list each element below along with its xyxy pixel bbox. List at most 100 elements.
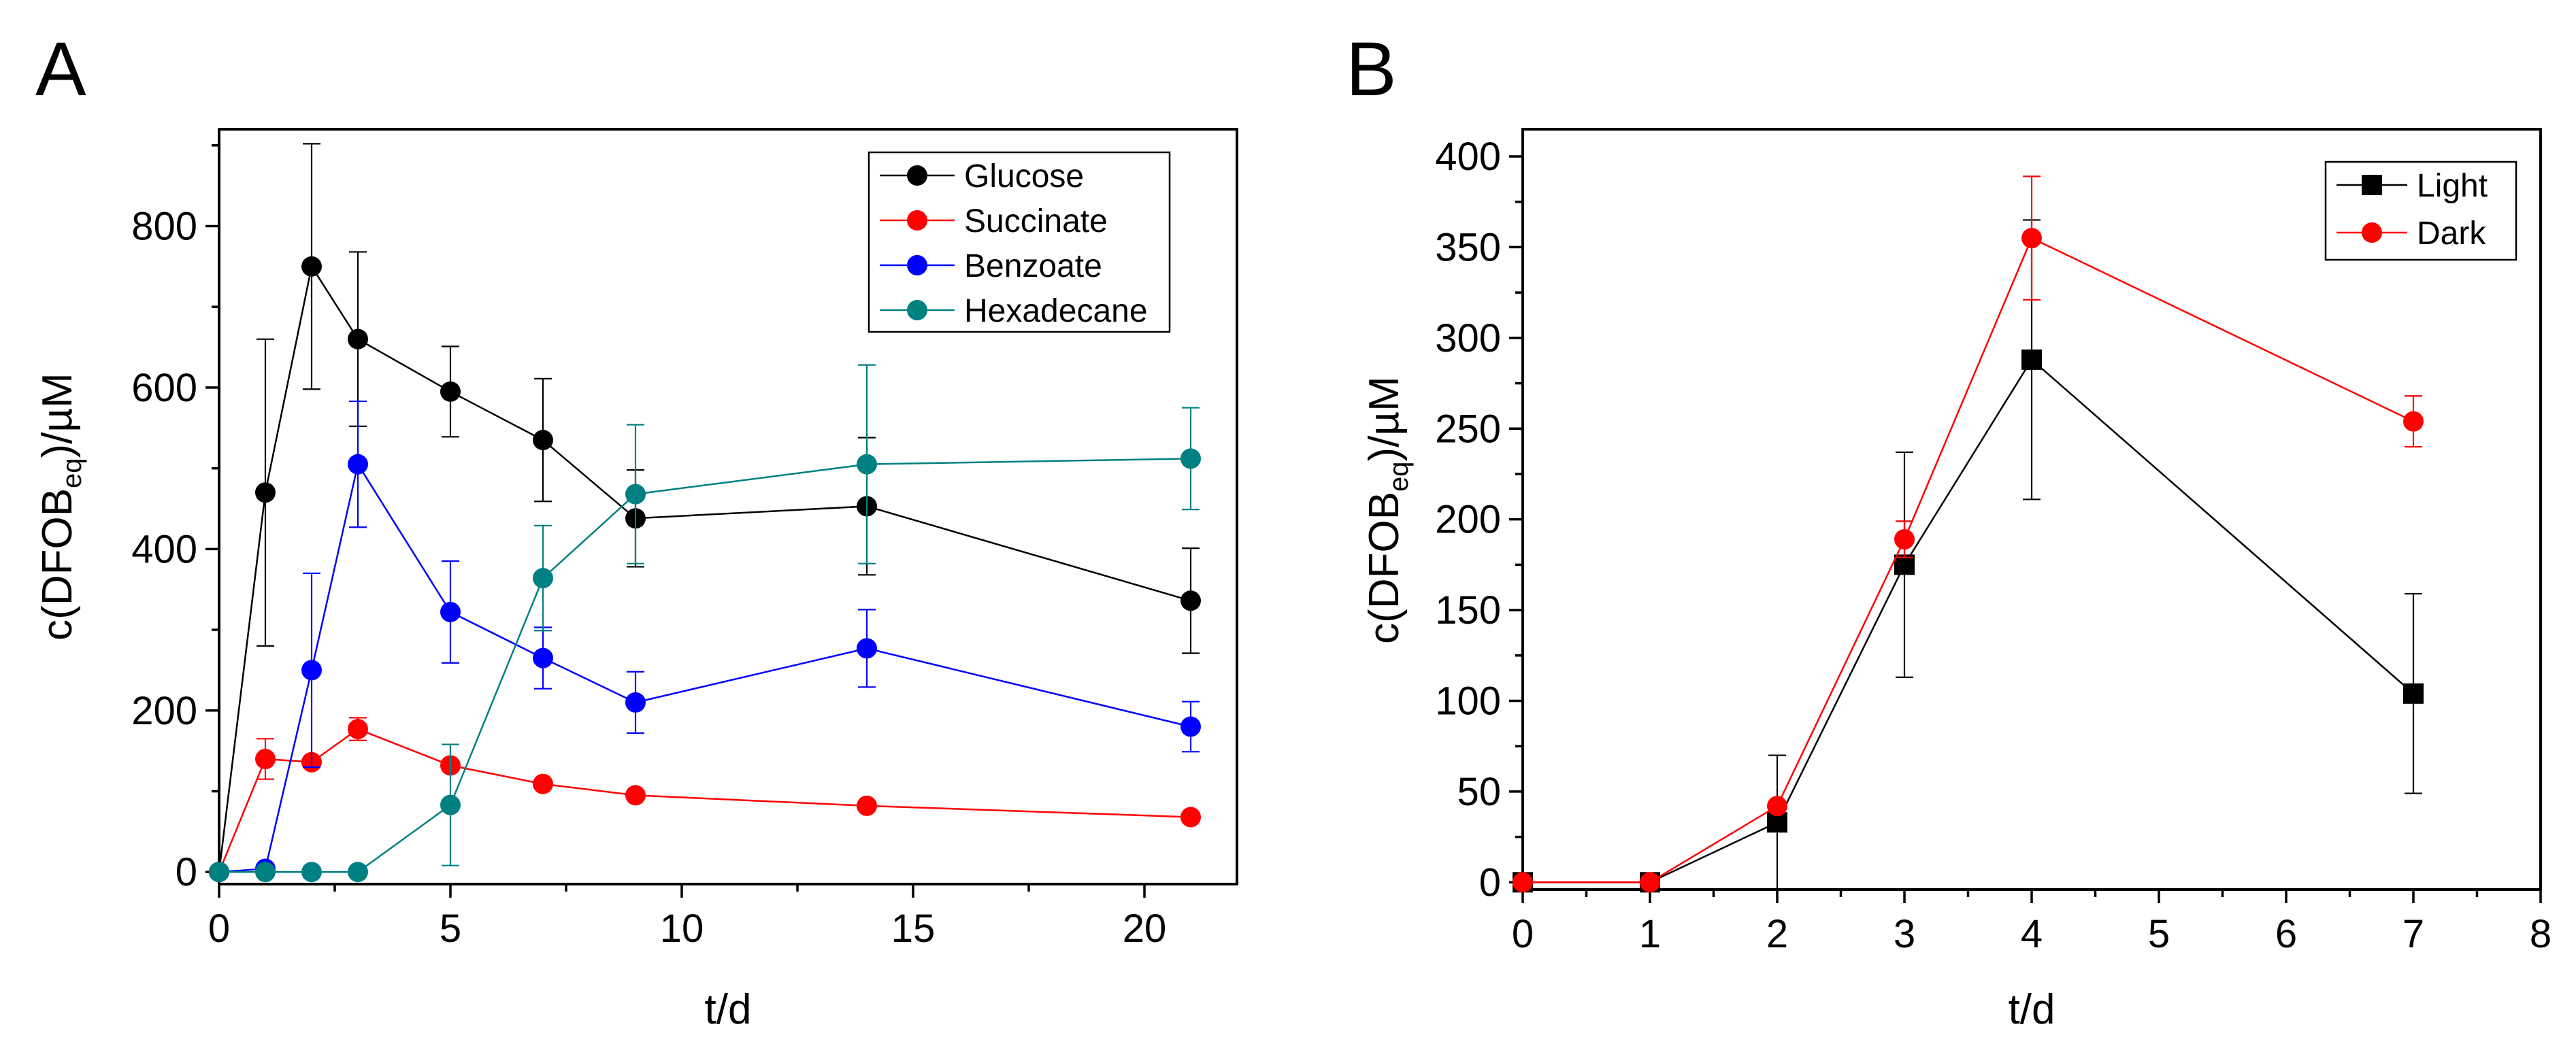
succinate-point: [625, 785, 646, 806]
glucose-point: [255, 482, 276, 503]
panel-b: B 0 1 2 3 4 5 6 7 8 0 50 100 150 200 250 300 350 400 t/d…: [1346, 27, 2552, 1033]
benzoate-point: [301, 660, 322, 681]
panel-a-plot-frame: [218, 128, 1238, 885]
panel-b-series-light: [1513, 219, 2424, 893]
panel-b-y-tick-label: 350: [1435, 225, 1501, 269]
legend-hexadecane-marker: [907, 300, 927, 320]
panel-b-x-tick-label: 4: [2021, 912, 2043, 956]
panel-a-x-label: t/d: [705, 986, 752, 1033]
light-point: [2403, 683, 2424, 704]
hexadecane-point: [857, 454, 877, 475]
panel-b-legend: Light Dark: [2324, 160, 2517, 261]
glucose-point: [301, 256, 322, 277]
panel-b-y-tick-label: 300: [1435, 316, 1501, 360]
hexadecane-point: [1180, 448, 1201, 469]
hexadecane-point: [209, 862, 229, 883]
hexadecane-point: [301, 862, 322, 883]
panel-a-series: [209, 143, 1201, 883]
legend-benzoate-label: Benzoate: [964, 248, 1102, 284]
benzoate-point: [625, 692, 646, 713]
legend-glucose-marker: [907, 165, 927, 186]
glucose-point: [348, 328, 368, 350]
panel-a-y-axis: 0 200 400 600 800: [131, 143, 219, 894]
hexadecane-point: [348, 862, 368, 883]
succinate-point: [857, 795, 877, 816]
succinate-point: [348, 719, 368, 740]
legend-hexadecane-label: Hexadecane: [964, 293, 1148, 329]
panel-b-y-axis: 0 50 100 150 200 250 300 350 400: [1435, 135, 1523, 905]
legend-glucose-label: Glucose: [964, 158, 1084, 195]
dark-point: [1767, 796, 1787, 817]
dark-point: [1640, 872, 1660, 893]
panel-a-legend: Glucose Succinate Benzoate Hexadecane: [868, 151, 1171, 333]
panel-a-x-tick-label: 15: [891, 907, 936, 951]
hexadecane-line: [219, 458, 1191, 873]
succinate-line: [218, 728, 1191, 873]
glucose-line: [218, 264, 1191, 873]
panel-a-x-tick-label: 0: [208, 907, 230, 951]
panel-a-series-succinate: [209, 717, 1201, 883]
benzoate-point: [348, 454, 368, 475]
dark-point: [1894, 529, 1915, 550]
succinate-point: [1180, 807, 1201, 828]
panel-b-series-dark: [1513, 175, 2424, 893]
hexadecane-point: [533, 568, 553, 589]
panel-b-y-tick-label: 400: [1435, 135, 1501, 179]
light-line: [1523, 358, 2414, 883]
legend-dark-label: Dark: [2417, 216, 2486, 252]
benzoate-point: [533, 647, 553, 669]
panel-a-y-tick-label: 800: [131, 204, 197, 248]
panel-b-x-label: t/d: [2009, 986, 2055, 1033]
panel-a-y-tick-label: 0: [176, 850, 197, 894]
panel-b-y-tick-label: 150: [1435, 588, 1501, 632]
panel-b-x-tick-label: 6: [2275, 912, 2297, 956]
panel-a-series-benzoate: [209, 400, 1201, 883]
benzoate-point: [440, 601, 461, 622]
succinate-point: [533, 773, 553, 794]
panel-b-y-tick-label: 50: [1457, 770, 1501, 814]
succinate-point: [255, 748, 276, 769]
panel-a-y-label: c(DFOBeq)/µM: [34, 373, 87, 641]
panel-a: A 0 5 10 15 20 0 200 400 600 800 t/d c(DFOBeq)/µ…: [34, 27, 1238, 1033]
dark-point: [1513, 872, 1533, 893]
legend-light-marker: [2362, 175, 2382, 195]
panel-b-x-tick-label: 7: [2402, 912, 2424, 956]
dark-point: [2021, 228, 2042, 249]
benzoate-point: [857, 638, 877, 659]
panel-b-x-tick-label: 8: [2530, 912, 2552, 956]
hexadecane-point: [440, 794, 461, 815]
panel-b-x-tick-label: 5: [2148, 912, 2170, 956]
panel-b-label: B: [1346, 27, 1397, 112]
benzoate-point: [1180, 716, 1201, 737]
panel-b-x-tick-label: 1: [1639, 912, 1661, 956]
hexadecane-point: [625, 484, 646, 505]
panel-b-y-tick-label: 200: [1435, 498, 1501, 542]
panel-a-y-tick-label: 400: [131, 527, 197, 571]
panel-a-x-axis: 0 5 10 15 20: [208, 884, 1166, 951]
panel-a-x-tick-label: 20: [1123, 907, 1167, 951]
glucose-point: [440, 381, 461, 402]
panel-a-y-tick-label: 600: [131, 366, 197, 410]
panel-b-y-tick-label: 0: [1479, 860, 1501, 905]
dark-line: [1523, 237, 2414, 883]
panel-b-y-label: c(DFOBeq)/µM: [1361, 376, 1414, 644]
panel-a-x-tick-label: 10: [660, 907, 704, 951]
legend-light-label: Light: [2417, 168, 2488, 204]
panel-b-x-tick-label: 2: [1766, 912, 1788, 956]
panel-b-x-tick-label: 0: [1512, 912, 1534, 956]
light-point: [2021, 349, 2042, 370]
benzoate-line: [218, 462, 1191, 873]
glucose-point: [1180, 590, 1201, 611]
legend-benzoate-marker: [907, 255, 927, 275]
panel-a-y-tick-label: 200: [131, 689, 197, 733]
panel-a-x-tick-label: 5: [440, 907, 461, 951]
panel-b-x-axis: 0 1 2 3 4 5 6 7 8: [1512, 890, 2552, 956]
panel-b-y-tick-label: 250: [1435, 407, 1501, 451]
panel-b-y-tick-label: 100: [1435, 679, 1501, 724]
panel-b-series: [1513, 175, 2424, 893]
panel-b-legend-box: [2324, 160, 2517, 261]
glucose-point: [533, 430, 553, 451]
dark-point: [2403, 411, 2424, 432]
hexadecane-point: [255, 862, 276, 883]
